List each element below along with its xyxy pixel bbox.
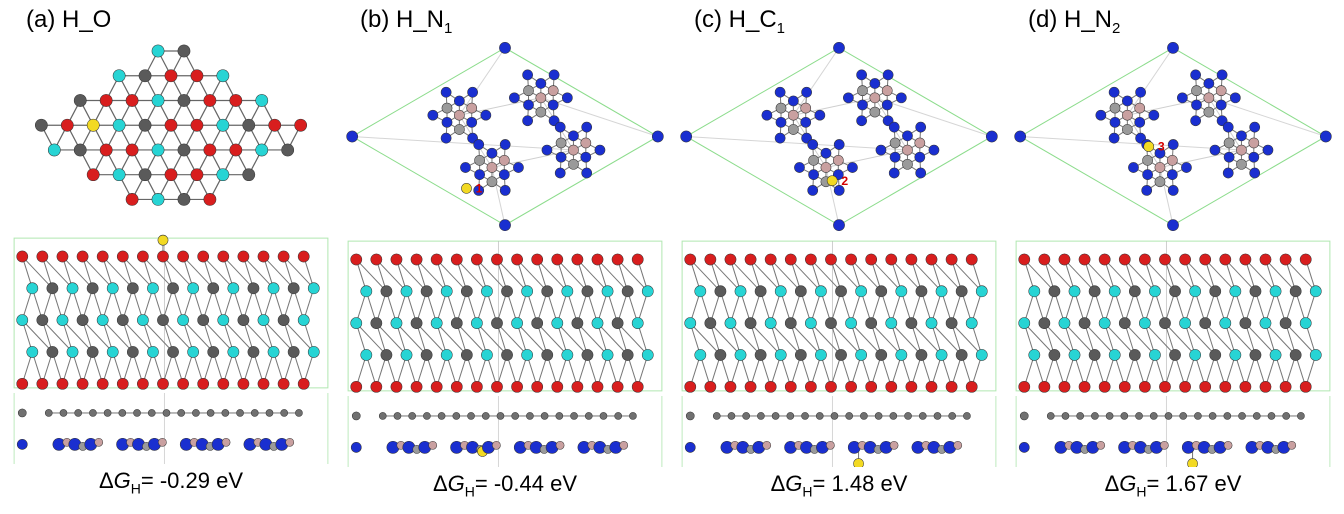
- dg-value: -0.29: [160, 468, 210, 493]
- equals: =: [475, 471, 494, 496]
- dg-value: -0.44: [494, 471, 544, 496]
- panel-label-c: (c) H_C1: [694, 6, 1002, 37]
- panel-label-main: H_N: [1064, 6, 1112, 33]
- delta-g-label-b: ΔGH= -0.44 eV: [342, 471, 668, 499]
- panel-label-prefix: (d): [1028, 6, 1064, 33]
- panel-label-a: (a) H_O: [26, 6, 334, 34]
- side-view-d: [1010, 236, 1336, 396]
- dg-unit: eV: [216, 468, 243, 493]
- side-view-b: [342, 236, 668, 396]
- equals: =: [141, 468, 160, 493]
- cn-strip-c: [676, 396, 1002, 467]
- equals: =: [1147, 471, 1166, 496]
- panel-label-main: H_C: [729, 6, 777, 33]
- delta-g-label-d: ΔGH= 1.67 eV: [1010, 471, 1336, 499]
- delta-g-label-a: ΔGH= -0.29 eV: [8, 468, 334, 496]
- h-subscript: H: [131, 481, 141, 497]
- equals: =: [813, 471, 832, 496]
- g-symbol: G: [1119, 471, 1136, 496]
- dg-unit: eV: [880, 471, 907, 496]
- panel-c: (c) H_C1 2 ΔGH= 1.48 eV: [676, 4, 1002, 510]
- h-subscript: H: [1136, 484, 1146, 500]
- g-symbol: G: [448, 471, 465, 496]
- svg-text:1: 1: [476, 181, 483, 195]
- panel-label-d: (d) H_N2: [1028, 6, 1336, 37]
- top-view-c: 2: [676, 39, 1002, 234]
- top-view-d: 3: [1010, 39, 1336, 234]
- top-view-a: [8, 36, 334, 231]
- panel-label-prefix: (b): [360, 6, 396, 33]
- side-view-a: [8, 233, 334, 393]
- side-view-c: [676, 236, 1002, 396]
- cn-strip-a: [8, 393, 334, 464]
- cn-strip-b: [342, 396, 668, 467]
- delta-g-label-c: ΔGH= 1.48 eV: [676, 471, 1002, 499]
- panel-label-prefix: (c): [694, 6, 729, 33]
- panel-label-prefix: (a): [26, 6, 62, 33]
- panel-d: (d) H_N2 3 ΔGH= 1.67 eV: [1010, 4, 1336, 510]
- dg-value: 1.67: [1166, 471, 1209, 496]
- delta-symbol: Δ: [99, 468, 114, 493]
- dg-unit: eV: [1214, 471, 1241, 496]
- svg-text:2: 2: [841, 174, 848, 188]
- g-symbol: G: [114, 468, 131, 493]
- panel-label-main: H_N: [396, 6, 444, 33]
- top-view-b: 1: [342, 39, 668, 234]
- delta-symbol: Δ: [433, 471, 448, 496]
- delta-symbol: Δ: [1105, 471, 1120, 496]
- panel-label-main: H_O: [62, 6, 111, 33]
- delta-symbol: Δ: [771, 471, 786, 496]
- dg-unit: eV: [550, 471, 577, 496]
- h-subscript: H: [802, 484, 812, 500]
- h-subscript: H: [465, 484, 475, 500]
- panel-label-sub: 2: [1112, 20, 1120, 37]
- dg-value: 1.48: [832, 471, 875, 496]
- panel-label-sub: 1: [444, 20, 452, 37]
- panel-label-sub: 1: [777, 20, 785, 37]
- panel-b: (b) H_N11ΔGH= -0.44 eV: [342, 4, 668, 510]
- svg-text:3: 3: [1158, 139, 1165, 153]
- g-symbol: G: [785, 471, 802, 496]
- panel-a: (a) H_O ΔGH= -0.29 eV: [8, 4, 334, 510]
- panel-label-b: (b) H_N1: [360, 6, 668, 37]
- cn-strip-d: [1010, 396, 1336, 467]
